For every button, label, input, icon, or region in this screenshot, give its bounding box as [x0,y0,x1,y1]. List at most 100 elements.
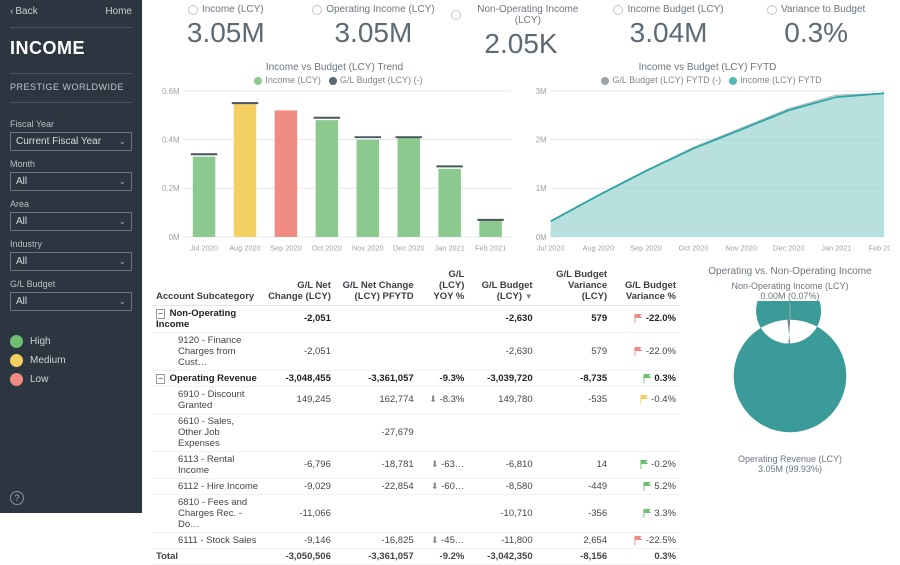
kpi-card: Variance to Budget0.3% [742,4,890,60]
filter-label: Fiscal Year [10,119,132,129]
kpi-card: Non-Operating Income (LCY)2.05K [447,4,595,60]
chevron-down-icon: ⌄ [118,256,126,267]
table-row[interactable]: 9120 - Finance Charges from Cust…-2,051-… [152,332,680,370]
svg-text:2M: 2M [536,136,547,145]
kpi-info-icon[interactable] [188,5,198,15]
filter-select-month[interactable]: All⌄ [10,172,132,191]
column-header[interactable]: G/L Budget (LCY) ▼ [468,266,536,306]
column-header[interactable]: G/L Net Change (LCY) PFYTD [335,266,418,306]
legend-item: Medium [10,354,132,367]
legend-item: High [10,335,132,348]
table-row[interactable]: 6113 - Rental Income-6,796-18,781⬇ -63…-… [152,451,680,478]
svg-text:0.4M: 0.4M [162,136,180,145]
table-row[interactable]: 6910 - Discount Granted149,245162,774⬇ -… [152,386,680,413]
svg-text:Aug 2020: Aug 2020 [229,244,261,253]
kpi-info-icon[interactable] [451,10,461,20]
svg-text:Aug 2020: Aug 2020 [583,244,615,253]
chart-title: Operating vs. Non-Operating Income [690,266,890,277]
filter-label: Month [10,159,132,169]
svg-text:Jan 2021: Jan 2021 [821,244,851,253]
legend-dot-icon [10,335,23,348]
arrow-down-icon: ⬇ [429,394,437,404]
donut-svg [690,301,890,451]
donut-bottom-label: Operating Revenue (LCY)3.05M (99.93%) [690,454,890,474]
column-header[interactable]: G/L Net Change (LCY) [263,266,334,306]
donut-chart: Operating vs. Non-Operating Income Non-O… [690,266,890,565]
kpi-info-icon[interactable] [613,5,623,15]
kpi-info-icon[interactable] [312,5,322,15]
area-chart: Income vs Budget (LCY) FYTD G/L Budget (… [525,62,890,260]
sidebar: ›Back Home INCOME PRESTIGE WORLDWIDE Fis… [0,0,142,513]
chart-legend: G/L Budget (LCY) FYTD (-)Income (LCY) FY… [525,75,890,85]
column-header[interactable]: G/L Budget Variance % [611,266,680,306]
svg-text:Jan 2021: Jan 2021 [434,244,464,253]
flag-icon [634,314,643,323]
svg-text:Oct 2020: Oct 2020 [312,244,342,253]
filter-select-fiscal-year[interactable]: Current Fiscal Year⌄ [10,132,132,151]
table-row[interactable]: 6610 - Sales, Other Job Expenses-27,679 [152,413,680,451]
legend: High Medium Low [10,329,132,392]
help-icon[interactable]: ? [10,491,24,505]
kpi-info-icon[interactable] [767,5,777,15]
table-row[interactable]: 6111 - Stock Sales-9,146-16,825⬇ -45…-11… [152,532,680,548]
divider [10,27,132,28]
svg-text:Dec 2020: Dec 2020 [393,244,425,253]
area-chart-svg: 3M 2M 1M 0M Jul 2020 Aug 2020 Sep 2020 Oct 2020… [525,87,890,255]
filter-select-area[interactable]: All⌄ [10,212,132,231]
org-name: PRESTIGE WORLDWIDE [10,82,132,92]
chevron-down-icon: ⌄ [118,216,126,227]
arrow-down-icon: ⬇ [431,481,439,491]
svg-text:Jul 2020: Jul 2020 [190,244,218,253]
donut-top-label: Non-Operating Income (LCY)0.00M (0.07%) [690,281,890,301]
flag-icon [634,536,643,545]
expand-icon[interactable]: − [156,374,165,384]
chart-title: Income vs Budget (LCY) FYTD [525,62,890,73]
svg-text:Sep 2020: Sep 2020 [630,244,662,253]
back-chevron-icon: › [10,6,13,17]
flag-icon [640,395,649,404]
svg-text:3M: 3M [536,87,547,96]
back-button[interactable]: ›Back [10,6,38,17]
column-header[interactable]: Account Subcategory [152,266,263,306]
flag-icon [643,374,652,383]
table-row[interactable]: 6810 - Fees and Charges Rec. - Do…-11,06… [152,494,680,532]
flag-icon [634,347,643,356]
flag-icon [643,482,652,491]
data-table: Account SubcategoryG/L Net Change (LCY)G… [152,266,680,565]
chart-title: Income vs Budget (LCY) Trend [152,62,517,73]
svg-text:0M: 0M [169,233,180,242]
filter-select-g-l-budget[interactable]: All⌄ [10,292,132,311]
svg-text:0M: 0M [536,233,547,242]
filter-select-industry[interactable]: All⌄ [10,252,132,271]
column-header[interactable]: G/L Budget Variance (LCY) [537,266,612,306]
chart-legend: Income (LCY)G/L Budget (LCY) (-) [152,75,517,85]
svg-text:0.6M: 0.6M [162,87,180,96]
chevron-down-icon: ⌄ [118,296,126,307]
table-row[interactable]: 6112 - Hire Income-9,029-22,854⬇ -60…-8,… [152,478,680,494]
column-header[interactable]: G/L (LCY) YOY % [418,266,469,306]
table-total-row: Total-3,050,506-3,361,057-9.2%-3,042,350… [152,548,680,564]
table-row[interactable]: − Non-Operating Income-2,051-2,630579 -2… [152,305,680,332]
table-row[interactable]: − Operating Revenue-3,048,455-3,361,057-… [152,370,680,386]
legend-dot-icon [10,354,23,367]
arrow-down-icon: ⬇ [431,459,439,469]
svg-text:Nov 2020: Nov 2020 [725,244,757,253]
svg-text:Oct 2020: Oct 2020 [679,244,709,253]
svg-text:Dec 2020: Dec 2020 [773,244,805,253]
legend-dot-icon [10,373,23,386]
svg-text:0.2M: 0.2M [162,184,180,193]
home-button[interactable]: Home [105,6,132,17]
expand-icon[interactable]: − [156,309,165,319]
legend-item: Low [10,373,132,386]
kpi-card: Operating Income (LCY)3.05M [300,4,448,60]
kpi-row: Income (LCY)3.05MOperating Income (LCY)3… [152,4,890,60]
svg-text:1M: 1M [536,184,547,193]
main-content: Income (LCY)3.05MOperating Income (LCY)3… [142,0,900,513]
svg-text:Jul 2020: Jul 2020 [537,244,565,253]
kpi-card: Income (LCY)3.05M [152,4,300,60]
page-title: INCOME [10,38,132,59]
filter-label: Industry [10,239,132,249]
svg-text:Nov 2020: Nov 2020 [352,244,384,253]
chevron-down-icon: ⌄ [118,136,126,147]
svg-text:Feb 2021: Feb 2021 [868,244,890,253]
